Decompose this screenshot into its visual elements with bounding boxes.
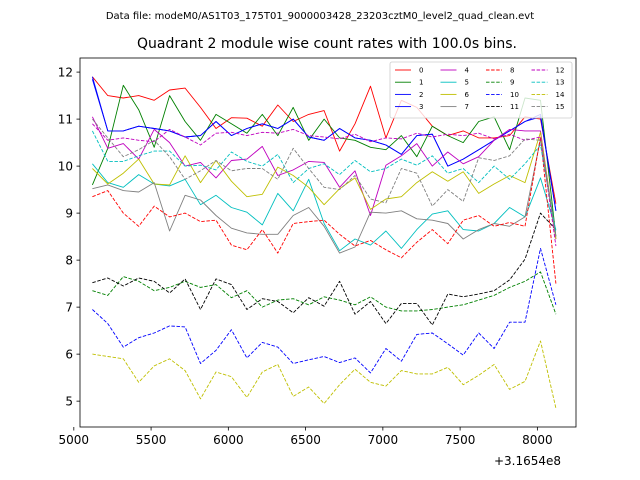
y-tick-label: 8 xyxy=(65,254,73,268)
legend-label-7: 7 xyxy=(465,103,469,111)
series-line-8 xyxy=(92,136,557,284)
chart-suptitle: Data file: modeM0/AS1T03_175T01_90000034… xyxy=(106,11,534,22)
x-offset-label: +3.1654e8 xyxy=(494,454,561,468)
legend-label-5: 5 xyxy=(465,79,469,87)
series-line-7 xyxy=(92,138,557,254)
y-tick-label: 7 xyxy=(65,301,73,315)
legend-label-1: 1 xyxy=(419,79,423,87)
series-line-6 xyxy=(92,131,557,240)
series-line-15 xyxy=(92,118,557,237)
x-tick-label: 7500 xyxy=(445,433,476,447)
y-axis: 5 6 7 8 9 10 11 12 xyxy=(58,66,80,409)
series-line-11 xyxy=(92,212,557,326)
legend-label-3: 3 xyxy=(419,103,423,111)
legend-label-14: 14 xyxy=(556,91,565,99)
plot-frame xyxy=(79,57,577,428)
y-tick-label: 10 xyxy=(58,160,73,174)
legend-label-8: 8 xyxy=(510,67,514,75)
legend-label-11: 11 xyxy=(510,103,519,111)
x-tick-label: 7000 xyxy=(368,433,399,447)
legend-label-13: 13 xyxy=(556,79,565,87)
legend-label-12: 12 xyxy=(556,67,565,75)
legend-label-2: 2 xyxy=(419,91,423,99)
legend-label-0: 0 xyxy=(419,67,423,75)
series-line-3 xyxy=(91,79,557,211)
y-tick-label: 5 xyxy=(65,395,73,409)
series-line-9 xyxy=(92,271,557,315)
legend-label-6: 6 xyxy=(465,91,470,99)
x-tick-label: 5000 xyxy=(59,433,90,447)
series-line-5 xyxy=(92,163,557,252)
y-tick-label: 12 xyxy=(58,66,73,80)
x-tick-label: 5500 xyxy=(136,433,167,447)
series-line-4 xyxy=(91,116,557,240)
y-tick-label: 9 xyxy=(65,207,73,221)
series-line-13 xyxy=(91,130,557,232)
chart-title: Quadrant 2 module wise count rates with … xyxy=(137,36,517,52)
legend-label-4: 4 xyxy=(465,67,470,75)
x-tick-label: 6500 xyxy=(290,433,321,447)
legend-label-9: 9 xyxy=(510,79,514,87)
x-axis: 5000 5500 6000 6500 7000 7500 8000 xyxy=(59,427,553,447)
legend-box xyxy=(389,61,573,119)
series-line-0 xyxy=(92,76,557,204)
series-line-1 xyxy=(91,84,557,237)
y-tick-label: 11 xyxy=(58,113,73,127)
series-line-14 xyxy=(92,340,557,409)
series-line-12 xyxy=(92,123,557,247)
x-tick-label: 8000 xyxy=(522,433,553,447)
legend-label-15: 15 xyxy=(556,103,565,111)
series-layer xyxy=(91,76,557,409)
legend-label-10: 10 xyxy=(510,91,519,99)
y-tick-label: 6 xyxy=(65,348,73,362)
x-tick-label: 6000 xyxy=(213,433,244,447)
series-line-10 xyxy=(92,247,557,374)
